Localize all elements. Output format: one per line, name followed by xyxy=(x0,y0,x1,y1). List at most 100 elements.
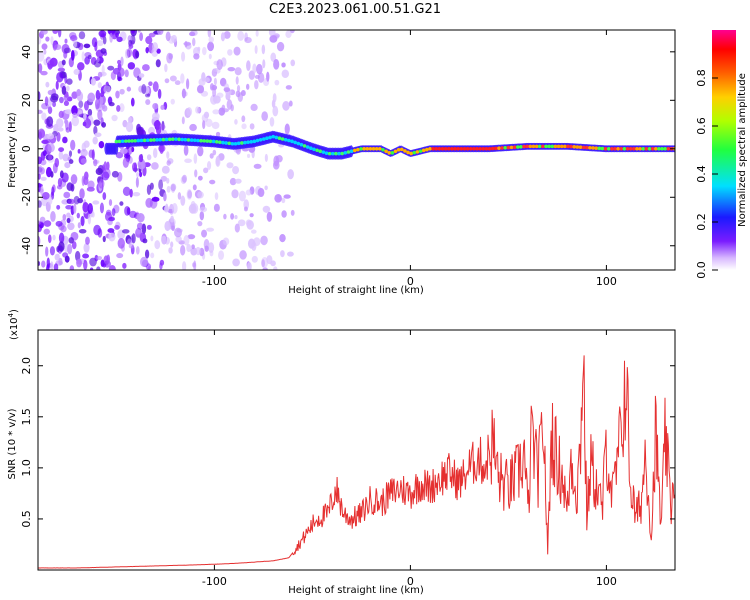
spectrogram-noise-mark xyxy=(121,229,130,234)
spectrogram-ridge-core xyxy=(447,146,451,151)
spectrogram-noise-mark xyxy=(255,30,259,37)
spectrogram-ridge-core xyxy=(418,149,423,153)
spectrogram-noise-mark xyxy=(213,203,220,212)
spectrogram-noise-mark xyxy=(231,189,239,199)
spectrogram-noise-mark xyxy=(57,30,62,38)
spectrogram-ridge-core xyxy=(368,146,373,151)
spectrogram-ridge-core xyxy=(566,144,570,149)
spectrogram-noise-mark xyxy=(47,133,55,140)
spectrogram-noise-mark xyxy=(140,256,149,267)
spectrogram-noise-mark xyxy=(77,222,81,229)
spectrogram-x-tick-label: 100 xyxy=(596,275,617,288)
spectrogram-noise-mark xyxy=(77,62,85,71)
spectrogram-noise-mark xyxy=(164,78,170,84)
spectrogram-ridge-core xyxy=(613,146,617,151)
snr-frame xyxy=(37,329,676,571)
spectrogram-ridge-core xyxy=(374,146,379,151)
spectrogram-ridge-core xyxy=(481,146,486,151)
spectrogram-noise-mark xyxy=(148,81,153,87)
spectrogram-noise-mark xyxy=(70,49,75,61)
snr-x-tick-label: -100 xyxy=(202,575,227,588)
spectrogram-ridge-core xyxy=(246,140,250,144)
spectrogram-noise-mark xyxy=(233,46,241,56)
snr-x-tick-label: 0 xyxy=(407,575,414,588)
spectrogram-noise-mark xyxy=(203,167,209,174)
spectrogram-noise-mark xyxy=(139,171,143,178)
spectrogram-noise-mark xyxy=(198,78,206,86)
spectrogram-noise-mark xyxy=(212,109,220,115)
spectrogram-noise-mark xyxy=(220,32,226,42)
spectrogram-ridge-core xyxy=(616,146,620,151)
spectrogram-noise-mark xyxy=(49,246,55,256)
spectrogram-noise-mark xyxy=(184,158,192,163)
spectrogram-ridge-core xyxy=(387,151,392,155)
spectrogram-noise-mark xyxy=(209,153,214,159)
snr-series-line xyxy=(38,355,675,569)
spectrogram-noise-mark xyxy=(106,161,110,171)
spectrogram-noise-mark xyxy=(146,184,152,195)
spectrogram-ridge-core xyxy=(142,138,147,143)
spectrogram-ridge-core xyxy=(490,146,495,151)
spectrogram-noise-mark xyxy=(136,222,144,230)
spectrogram-noise-mark xyxy=(193,260,197,270)
spectrogram-noise-mark xyxy=(94,254,99,262)
spectrogram-ridge-core xyxy=(155,138,159,142)
spectrogram-noise-mark xyxy=(137,160,146,170)
spectrogram-noise-mark xyxy=(235,90,241,98)
spectrogram-noise-mark xyxy=(222,237,230,246)
spectrogram-noise-mark xyxy=(92,200,100,205)
snr-x-ticks: -100 0 100 xyxy=(202,330,617,588)
spectrogram-ridge-core xyxy=(503,145,508,150)
spectrogram-y-tick-label: 0 xyxy=(20,145,33,152)
spectrogram-noise-mark xyxy=(93,119,101,126)
spectrogram-ridge-core xyxy=(149,138,153,142)
spectrogram-noise-mark xyxy=(244,36,252,44)
spectrogram-noise-mark xyxy=(273,266,278,270)
spectrogram-ridge-core xyxy=(468,146,473,151)
snr-panel: -100 0 100 0.5 1.0 1.5 2.0 Height of straight… xyxy=(7,309,676,596)
spectrogram-noise-mark xyxy=(56,71,64,83)
spectrogram-noise-mark xyxy=(262,59,266,69)
spectrogram-noise-mark xyxy=(234,223,240,233)
spectrogram-noise-mark xyxy=(38,235,41,247)
spectrogram-noise-mark xyxy=(152,102,159,110)
spectrogram-ridge-core xyxy=(318,149,323,154)
spectrogram-noise-mark xyxy=(260,235,268,246)
spectrogram-noise-mark xyxy=(194,169,198,178)
spectrogram-noise-mark xyxy=(150,252,155,259)
spectrogram-noise-mark xyxy=(197,191,204,199)
spectrogram-noise-mark xyxy=(215,131,221,137)
spectrogram-noise-mark xyxy=(137,30,141,33)
spectrogram-ridge-core xyxy=(528,144,533,149)
spectrogram-noise-mark xyxy=(43,228,50,235)
spectrogram-noise-mark xyxy=(230,213,235,220)
spectrogram-noise-mark xyxy=(171,34,177,43)
spectrogram-noise-mark xyxy=(83,242,90,253)
spectrogram-ridge-core xyxy=(227,141,232,146)
spectrogram-ridge-core xyxy=(415,150,420,154)
spectrogram-noise-mark xyxy=(246,153,251,159)
spectrogram-ridge-core xyxy=(384,149,388,154)
spectrogram-noise-mark xyxy=(83,43,91,49)
spectrogram-ridge-core xyxy=(632,146,636,151)
spectrogram-noise-mark xyxy=(122,157,129,168)
spectrogram-noise-mark xyxy=(40,185,44,196)
spectrogram-noise-mark xyxy=(189,31,196,37)
spectrogram-noise-mark xyxy=(268,30,276,37)
spectrogram-noise-mark xyxy=(180,195,186,206)
spectrogram-ridge-core xyxy=(591,146,595,150)
spectrogram-ridge-core xyxy=(563,144,567,149)
spectrogram-noise-mark xyxy=(60,225,67,233)
spectrogram-noise-mark xyxy=(166,185,171,193)
spectrogram-ridge-core xyxy=(193,138,197,143)
spectrogram-noise-mark xyxy=(105,209,112,216)
spectrogram-noise-mark xyxy=(117,238,125,249)
spectrogram-ridge-core xyxy=(196,138,200,143)
spectrogram-noise-mark xyxy=(205,118,213,128)
spectrogram-noise-mark xyxy=(257,187,265,198)
spectrogram-noise-mark xyxy=(58,232,65,244)
spectrogram-ridge-core xyxy=(635,146,639,151)
spectrogram-noise-mark xyxy=(38,128,46,139)
spectrogram-noise-mark xyxy=(208,53,212,60)
spectrogram-noise-mark xyxy=(261,111,268,122)
